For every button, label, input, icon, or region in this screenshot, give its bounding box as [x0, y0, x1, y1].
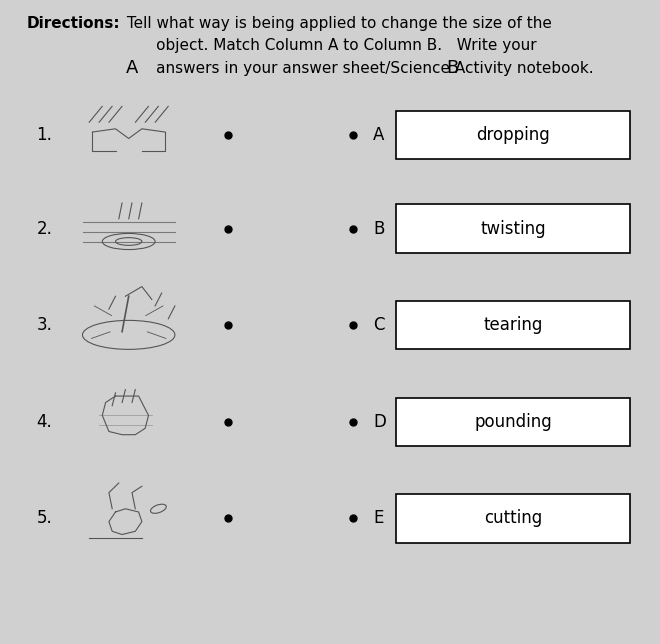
- Text: B: B: [446, 59, 458, 77]
- FancyBboxPatch shape: [396, 301, 630, 349]
- Text: 1.: 1.: [36, 126, 52, 144]
- Text: dropping: dropping: [477, 126, 550, 144]
- Text: E: E: [373, 509, 383, 527]
- Text: Tell what way is being applied to change the size of the
       object. Match Co: Tell what way is being applied to change…: [122, 16, 594, 75]
- Text: tearing: tearing: [484, 316, 543, 334]
- Text: A: A: [126, 59, 138, 77]
- Text: twisting: twisting: [480, 220, 546, 238]
- Text: cutting: cutting: [484, 509, 543, 527]
- Text: C: C: [373, 316, 384, 334]
- Text: 3.: 3.: [36, 316, 52, 334]
- Text: 4.: 4.: [36, 413, 52, 431]
- Text: pounding: pounding: [475, 413, 552, 431]
- Text: D: D: [373, 413, 386, 431]
- Text: B: B: [373, 220, 384, 238]
- FancyBboxPatch shape: [396, 205, 630, 252]
- Text: A: A: [373, 126, 384, 144]
- Text: 2.: 2.: [36, 220, 52, 238]
- FancyBboxPatch shape: [396, 397, 630, 446]
- FancyBboxPatch shape: [396, 495, 630, 542]
- FancyBboxPatch shape: [396, 111, 630, 160]
- Text: 5.: 5.: [36, 509, 52, 527]
- Text: Directions:: Directions:: [26, 16, 120, 31]
